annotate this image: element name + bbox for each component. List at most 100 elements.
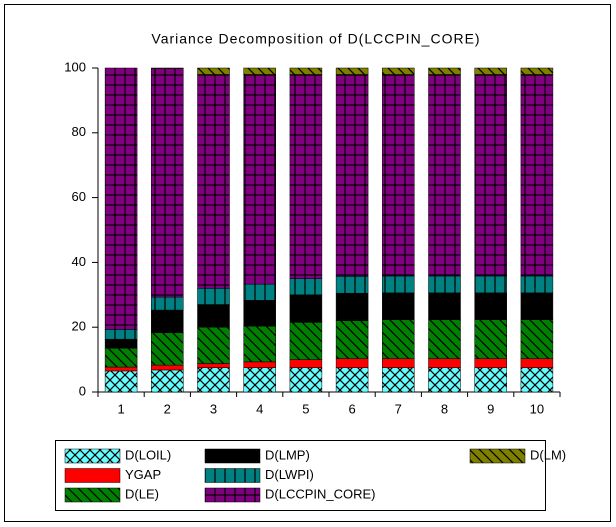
bar-segment (520, 67, 554, 75)
bar-segment (335, 74, 369, 277)
bar-segment (243, 325, 276, 363)
bar-segment (243, 74, 276, 285)
bar-segment (243, 283, 276, 301)
bar-segment (474, 275, 507, 294)
bar-segment (382, 275, 415, 294)
x-tick-label: 4 (256, 401, 263, 416)
bar-segment (151, 332, 184, 366)
bar-segment (520, 358, 554, 368)
y-tick-label: 80 (72, 124, 86, 139)
bar-segment (289, 359, 323, 368)
bar-segment (474, 74, 507, 277)
y-tick-label: 100 (64, 59, 86, 74)
bar-segment (289, 367, 323, 393)
chart-title: Variance Decomposition of D(LCCPIN_CORE) (151, 31, 480, 47)
legend-label: D(LWPI) (265, 467, 314, 482)
bar-segment (335, 320, 369, 359)
bar-segment (243, 367, 276, 393)
bar-segment (382, 292, 415, 320)
bar-segment (289, 74, 323, 279)
bar-segment (520, 319, 554, 359)
bar-segment (151, 369, 184, 393)
bar-segment (243, 67, 276, 75)
legend-box (55, 440, 546, 511)
legend-swatch (204, 448, 261, 464)
legend-swatch (204, 487, 261, 503)
bar-segment (197, 363, 230, 368)
bar-segment (104, 348, 138, 368)
bar-segment (382, 358, 415, 368)
x-tick-label: 5 (302, 401, 309, 416)
bar-segment (428, 319, 461, 359)
bar-segment (335, 367, 369, 393)
bar-segment (520, 292, 554, 320)
bar-segment (474, 367, 507, 393)
bar-segment (474, 319, 507, 359)
bar-segment (289, 294, 323, 323)
bar-segment (151, 296, 184, 311)
bar-segment (520, 367, 554, 393)
bar-segment (428, 74, 461, 277)
bar-segment (197, 304, 230, 328)
legend-swatch (64, 448, 121, 464)
bar-segment (428, 67, 461, 75)
bar-segment (520, 275, 554, 294)
legend-swatch (64, 487, 121, 503)
bar-segment (104, 329, 138, 340)
bar-segment (104, 366, 138, 372)
legend-swatch (64, 468, 121, 483)
bar-segment (197, 67, 230, 75)
y-tick-label: 0 (79, 383, 86, 398)
bar-segment (243, 300, 276, 327)
bar-segment (474, 67, 507, 75)
x-tick-label: 7 (395, 401, 402, 416)
bar-segment (243, 361, 276, 368)
bar-segment (335, 292, 369, 321)
bar-segment (104, 338, 138, 349)
legend-label: D(LMP) (265, 447, 310, 462)
bar-segment (382, 67, 415, 75)
bar-segment (197, 74, 230, 289)
legend-swatch (204, 468, 261, 483)
bar-segment (289, 322, 323, 360)
bar-segment (197, 326, 230, 364)
bar-segment (151, 67, 184, 69)
bar-segment (428, 358, 461, 368)
bar-segment (382, 74, 415, 277)
bar-segment (382, 319, 415, 359)
bar-segment (151, 68, 184, 298)
bar-segment (197, 367, 230, 393)
bar-segment (520, 74, 554, 277)
legend-label: D(LE) (125, 486, 159, 501)
bar-segment (474, 292, 507, 320)
x-tick-label: 10 (530, 401, 544, 416)
bar-segment (289, 278, 323, 296)
bar-segment (428, 275, 461, 294)
bar-segment (428, 367, 461, 393)
legend-label: YGAP (125, 467, 161, 482)
legend-label: D(LM) (530, 447, 566, 462)
bar-segment (289, 67, 323, 75)
bar-segment (335, 67, 369, 75)
x-tick-label: 1 (117, 401, 124, 416)
bar-segment (104, 67, 138, 330)
y-tick-label: 20 (72, 319, 86, 334)
y-tick-label: 60 (72, 189, 86, 204)
bar-segment (428, 292, 461, 320)
bar-segment (197, 288, 230, 305)
bar-segment (335, 358, 369, 368)
bar-segment (151, 309, 184, 333)
x-tick-label: 3 (210, 401, 217, 416)
bar-segment (335, 276, 369, 294)
bar-segment (104, 370, 138, 393)
legend-label: D(LOIL) (125, 447, 171, 462)
x-tick-label: 6 (348, 401, 355, 416)
bar-segment (382, 367, 415, 393)
bar-segment (151, 364, 184, 371)
x-tick-label: 2 (164, 401, 171, 416)
legend-swatch (469, 448, 526, 464)
y-tick-label: 40 (72, 254, 86, 269)
x-tick-label: 8 (441, 401, 448, 416)
bar-segment (474, 358, 507, 368)
